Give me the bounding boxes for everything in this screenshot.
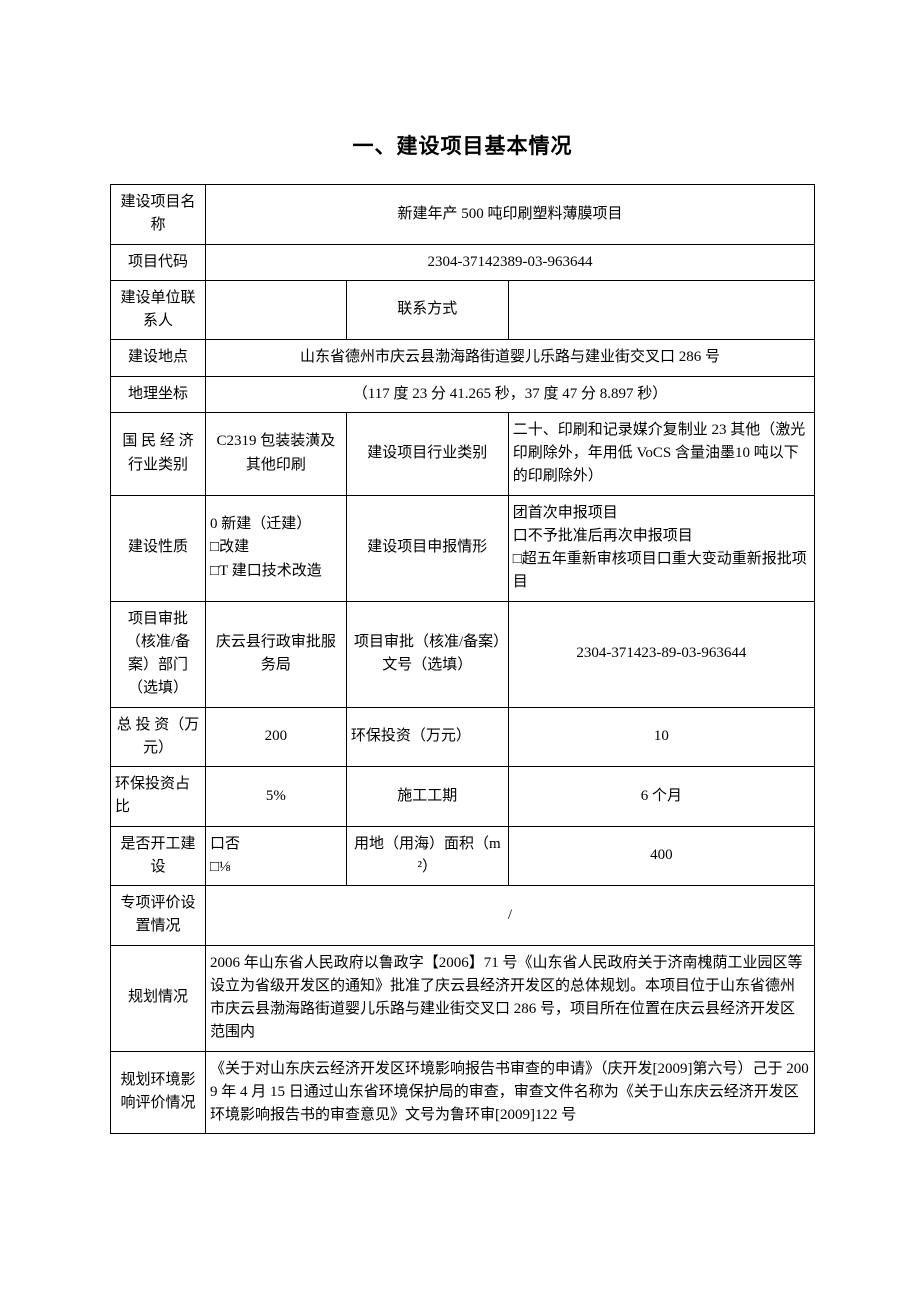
label-special-eval: 专项评价设置情况 bbox=[111, 886, 206, 946]
label-project-industry: 建设项目行业类别 bbox=[346, 412, 508, 495]
value-land-area: 400 bbox=[508, 826, 814, 886]
table-row: 国 民 经 济行业类别 C2319 包装装潢及其他印刷 建设项目行业类别 二十、… bbox=[111, 412, 815, 495]
table-row: 是否开工建设 口否□⅛ 用地（用海）面积（m²） 400 bbox=[111, 826, 815, 886]
label-coords: 地理坐标 bbox=[111, 376, 206, 412]
label-nature: 建设性质 bbox=[111, 495, 206, 601]
table-row: 建设单位联系人 联系方式 bbox=[111, 280, 815, 340]
value-planning-eia: 《关于对山东庆云经济开发区环境影响报告书审查的申请》（庆开发[2009]第六号）… bbox=[206, 1051, 815, 1134]
table-row: 规划情况 2006 年山东省人民政府以鲁政字【2006】71 号《山东省人民政府… bbox=[111, 945, 815, 1051]
label-declare-form: 建设项目申报情形 bbox=[346, 495, 508, 601]
value-project-name: 新建年产 500 吨印刷塑料薄膜项目 bbox=[206, 185, 815, 245]
label-land-area: 用地（用海）面积（m²） bbox=[346, 826, 508, 886]
value-started: 口否□⅛ bbox=[206, 826, 347, 886]
basic-info-table: 建设项目名称 新建年产 500 吨印刷塑料薄膜项目 项目代码 2304-3714… bbox=[110, 184, 815, 1134]
value-project-industry: 二十、印刷和记录媒介复制业 23 其他（激光印刷除外，年用低 VoCS 含量油墨… bbox=[508, 412, 814, 495]
label-contact-person: 建设单位联系人 bbox=[111, 280, 206, 340]
label-planning: 规划情况 bbox=[111, 945, 206, 1051]
value-special-eval: / bbox=[206, 886, 815, 946]
label-approval-dept: 项目审批（核准/备案）部门（选填） bbox=[111, 601, 206, 707]
label-project-name: 建设项目名称 bbox=[111, 185, 206, 245]
label-approval-no: 项目审批（核准/备案）文号（选填） bbox=[346, 601, 508, 707]
label-location: 建设地点 bbox=[111, 340, 206, 376]
table-row: 项目审批（核准/备案）部门（选填） 庆云县行政审批服务局 项目审批（核准/备案）… bbox=[111, 601, 815, 707]
value-approval-dept: 庆云县行政审批服务局 bbox=[206, 601, 347, 707]
table-row: 地理坐标 （117 度 23 分 41.265 秒，37 度 47 分 8.89… bbox=[111, 376, 815, 412]
label-duration: 施工工期 bbox=[346, 767, 508, 827]
value-approval-no: 2304-371423-89-03-963644 bbox=[508, 601, 814, 707]
value-planning: 2006 年山东省人民政府以鲁政字【2006】71 号《山东省人民政府关于济南槐… bbox=[206, 945, 815, 1051]
value-duration: 6 个月 bbox=[508, 767, 814, 827]
table-row: 总 投 资（万元） 200 环保投资（万元） 10 bbox=[111, 707, 815, 767]
value-project-code: 2304-37142389-03-963644 bbox=[206, 244, 815, 280]
value-industry: C2319 包装装潢及其他印刷 bbox=[206, 412, 347, 495]
label-industry: 国 民 经 济行业类别 bbox=[111, 412, 206, 495]
table-row: 项目代码 2304-37142389-03-963644 bbox=[111, 244, 815, 280]
label-env-ratio: 环保投资占比 bbox=[111, 767, 206, 827]
value-location: 山东省德州市庆云县渤海路街道婴儿乐路与建业街交叉口 286 号 bbox=[206, 340, 815, 376]
value-env-ratio: 5% bbox=[206, 767, 347, 827]
label-env-invest: 环保投资（万元） bbox=[346, 707, 508, 767]
section-title: 一、建设项目基本情况 bbox=[110, 130, 815, 160]
table-row: 建设地点 山东省德州市庆云县渤海路街道婴儿乐路与建业街交叉口 286 号 bbox=[111, 340, 815, 376]
table-row: 规划环境影响评价情况 《关于对山东庆云经济开发区环境影响报告书审查的申请》（庆开… bbox=[111, 1051, 815, 1134]
table-row: 环保投资占比 5% 施工工期 6 个月 bbox=[111, 767, 815, 827]
table-row: 建设项目名称 新建年产 500 吨印刷塑料薄膜项目 bbox=[111, 185, 815, 245]
label-contact-method: 联系方式 bbox=[346, 280, 508, 340]
table-row: 专项评价设置情况 / bbox=[111, 886, 815, 946]
value-declare-form: 团首次申报项目口不予批准后再次申报项目□超五年重新审核项目口重大变动重新报批项目 bbox=[508, 495, 814, 601]
value-contact-person bbox=[206, 280, 347, 340]
value-contact-method bbox=[508, 280, 814, 340]
document-page: 一、建设项目基本情况 建设项目名称 新建年产 500 吨印刷塑料薄膜项目 项目代… bbox=[0, 0, 920, 1194]
label-project-code: 项目代码 bbox=[111, 244, 206, 280]
value-coords: （117 度 23 分 41.265 秒，37 度 47 分 8.897 秒） bbox=[206, 376, 815, 412]
label-total-invest: 总 投 资（万元） bbox=[111, 707, 206, 767]
label-planning-eia: 规划环境影响评价情况 bbox=[111, 1051, 206, 1134]
label-started: 是否开工建设 bbox=[111, 826, 206, 886]
value-nature: 0 新建（迁建）□改建□T 建口技术改造 bbox=[206, 495, 347, 601]
value-env-invest: 10 bbox=[508, 707, 814, 767]
table-row: 建设性质 0 新建（迁建）□改建□T 建口技术改造 建设项目申报情形 团首次申报… bbox=[111, 495, 815, 601]
value-total-invest: 200 bbox=[206, 707, 347, 767]
